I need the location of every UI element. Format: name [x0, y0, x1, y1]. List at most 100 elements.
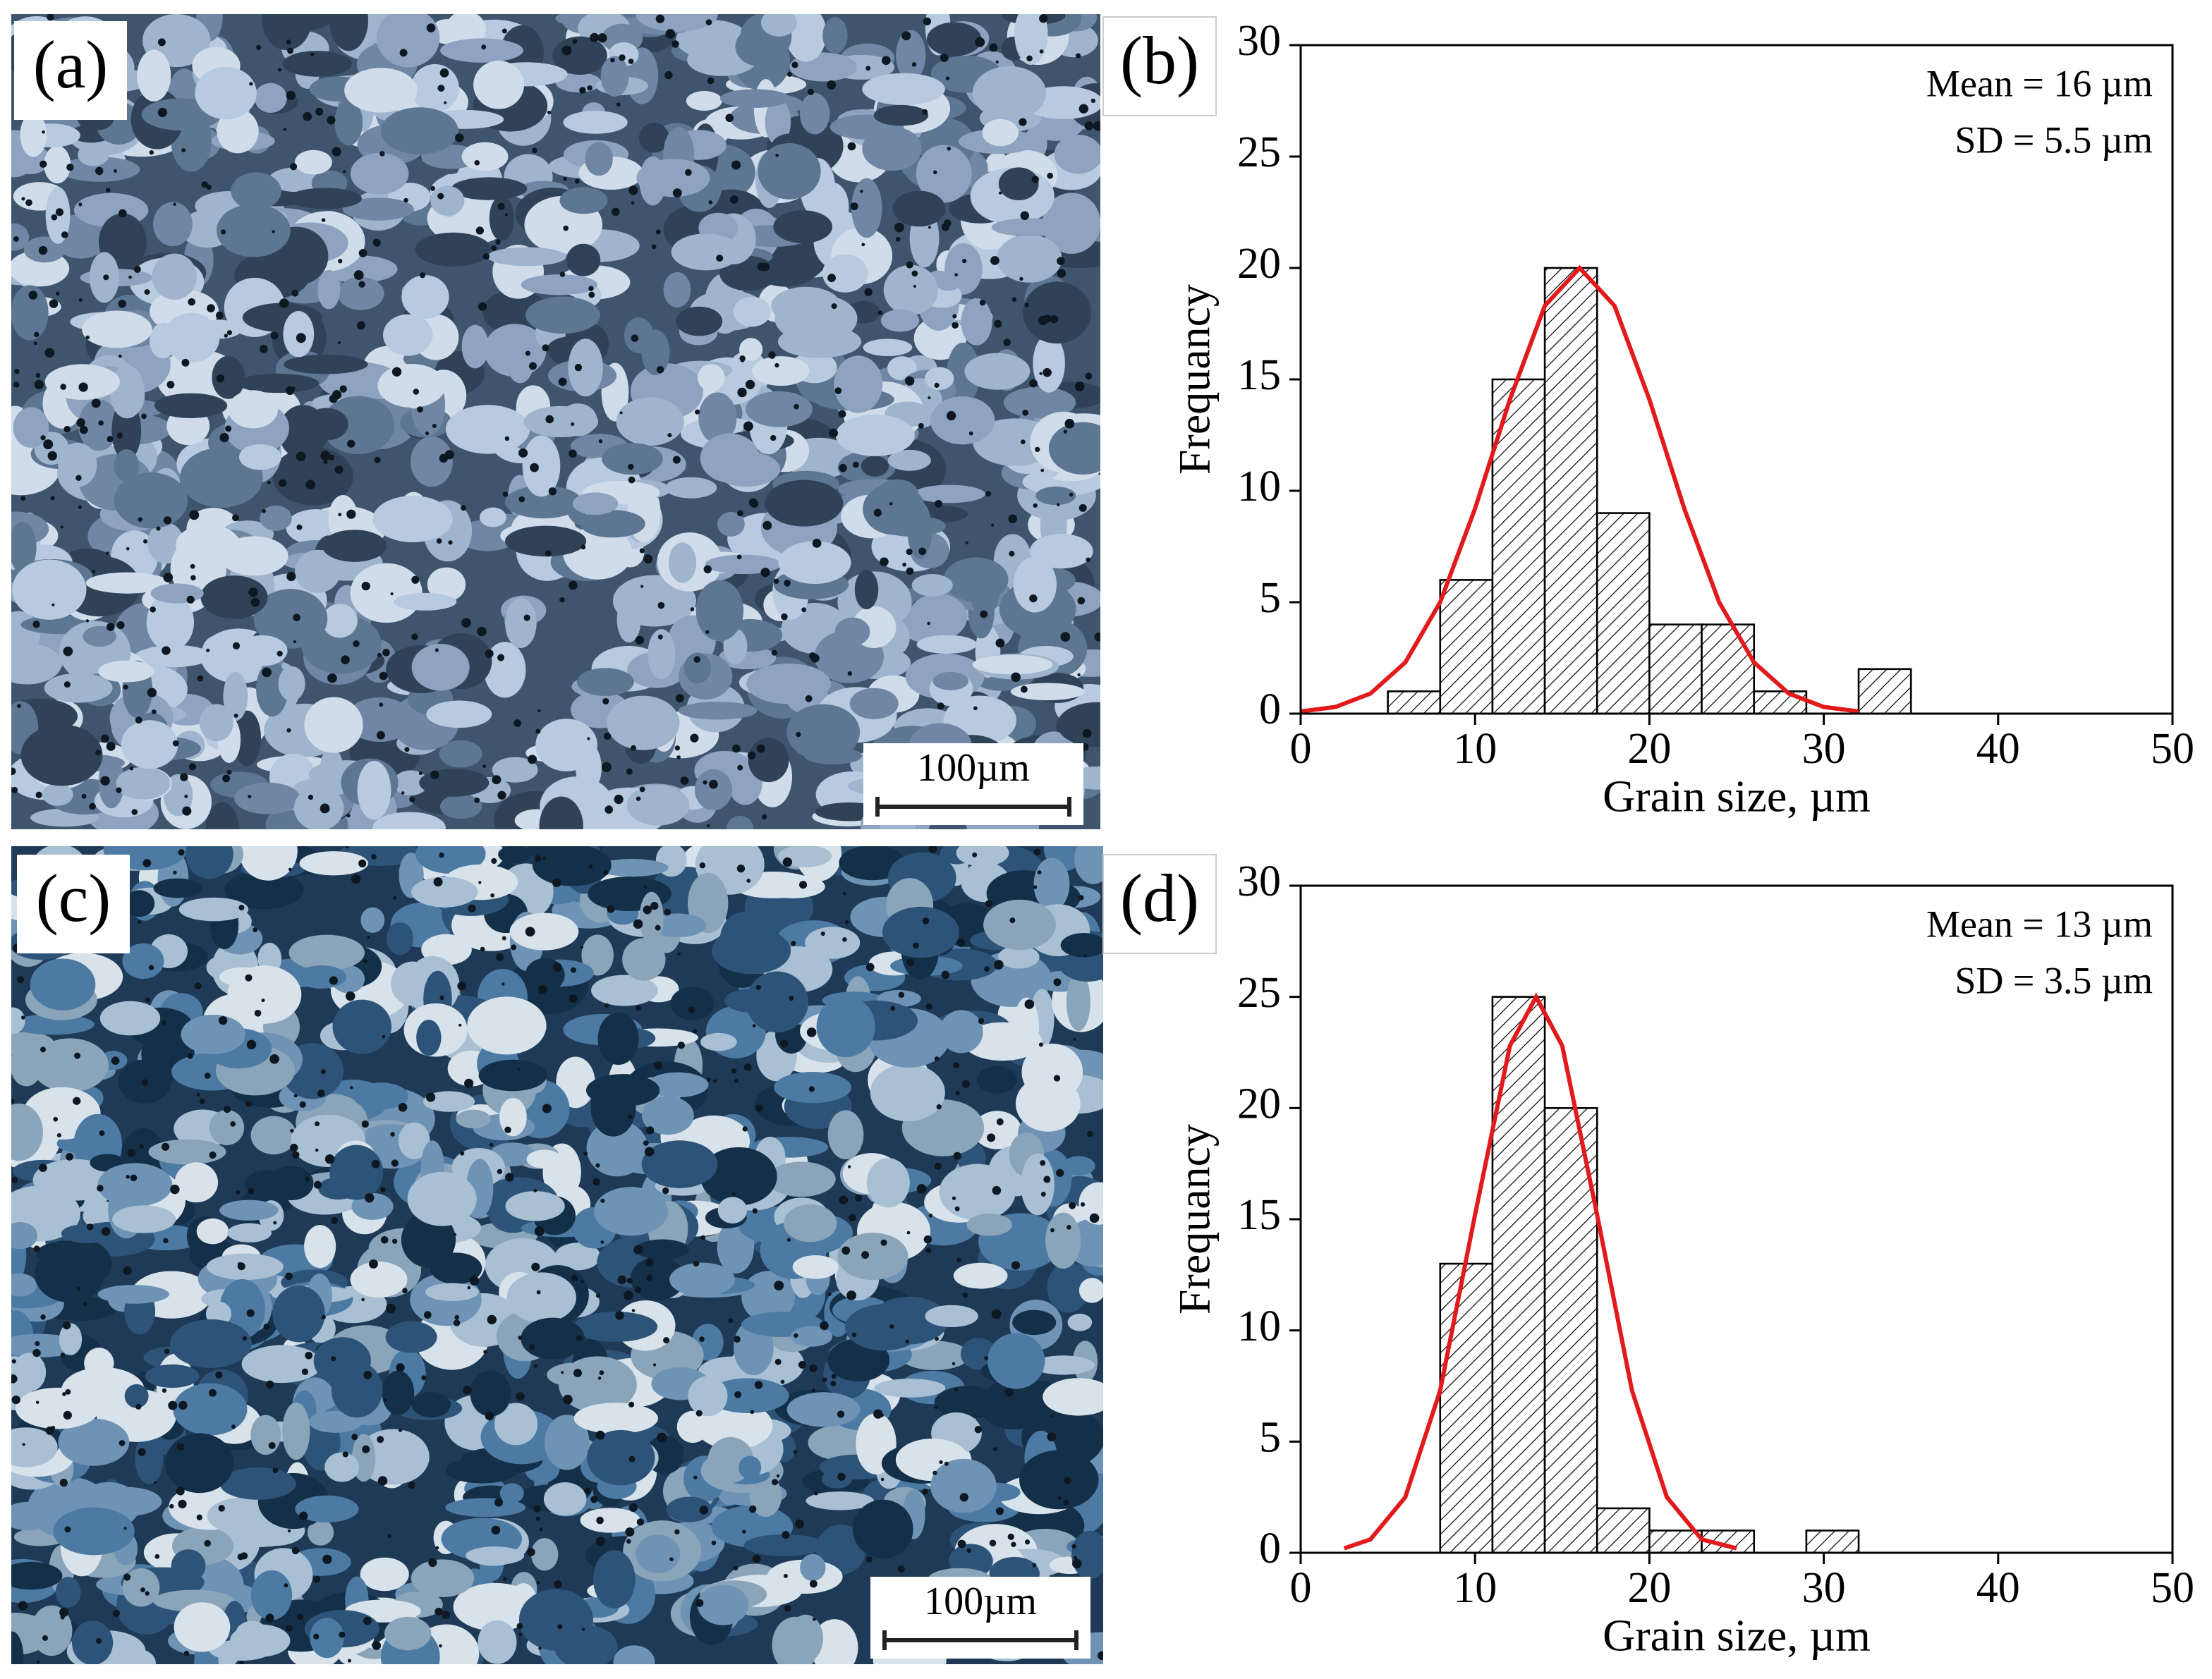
pore [157, 107, 167, 118]
pore [123, 1573, 131, 1581]
grain [393, 770, 429, 796]
grain [380, 107, 458, 154]
pore [143, 539, 148, 544]
pore [1069, 1202, 1076, 1209]
grain [34, 1245, 104, 1302]
pore [667, 433, 672, 438]
pore [973, 706, 978, 711]
grain [411, 877, 478, 908]
pore [497, 1168, 503, 1175]
pore [852, 461, 859, 468]
pore [502, 492, 509, 497]
bar [1701, 1530, 1756, 1554]
pore [995, 60, 999, 63]
grain [170, 1319, 252, 1368]
pore [284, 1583, 288, 1588]
x-tick-label: 40 [1976, 725, 2020, 773]
pore [263, 1324, 270, 1331]
pore [63, 646, 73, 657]
pore [794, 1333, 798, 1338]
pore [1029, 379, 1038, 388]
pore [962, 1292, 968, 1298]
grain [563, 111, 628, 134]
pore [254, 1009, 262, 1017]
pore [631, 334, 639, 342]
pore [860, 190, 863, 193]
pore [250, 597, 260, 607]
grain [505, 1191, 565, 1221]
pore [1074, 381, 1085, 391]
pore [490, 245, 497, 251]
pore [645, 1258, 654, 1267]
pore [953, 1062, 960, 1068]
grain [97, 1163, 173, 1207]
pore [346, 813, 351, 818]
pore [119, 209, 127, 218]
grain [932, 671, 969, 690]
pore [237, 1262, 245, 1271]
pore [731, 1068, 737, 1074]
grain [150, 583, 204, 604]
pore [517, 1068, 521, 1071]
grain [423, 1091, 475, 1112]
grain [231, 172, 281, 210]
y-tick-label: 30 [1237, 17, 1281, 65]
grain [195, 319, 242, 339]
grain [146, 593, 195, 652]
pore [1009, 551, 1015, 557]
pore [928, 226, 931, 229]
grain [114, 449, 139, 482]
pore [163, 573, 174, 582]
grain [837, 1233, 909, 1281]
grain [322, 396, 395, 455]
pore [901, 31, 911, 41]
pore [531, 1262, 540, 1271]
pore [14, 368, 20, 374]
grain [307, 1519, 334, 1546]
grain [260, 505, 292, 531]
pore [736, 554, 742, 560]
pore [1011, 1541, 1016, 1548]
grain [350, 1262, 408, 1298]
grain [357, 760, 391, 820]
grain [416, 1019, 442, 1056]
panel-label: (d) [1120, 860, 1199, 936]
grain [733, 296, 771, 327]
pore [525, 927, 535, 937]
grain [786, 1392, 861, 1427]
pore [707, 1077, 711, 1082]
annotation: SD = 5.5 µm [1955, 118, 2153, 161]
grain [808, 1424, 873, 1460]
pore [553, 963, 562, 972]
pore [314, 1180, 322, 1189]
pore [677, 1042, 685, 1049]
grain [145, 1364, 200, 1388]
pore [528, 1344, 535, 1351]
pore [995, 638, 1005, 648]
pore [829, 428, 838, 438]
pore [292, 1151, 300, 1159]
pore [1094, 632, 1100, 642]
pore [956, 1257, 961, 1262]
pore [588, 864, 593, 869]
pore [11, 1374, 18, 1384]
pore [1056, 1168, 1064, 1177]
pore [922, 1488, 928, 1495]
grain [666, 1496, 712, 1522]
grain [580, 510, 645, 538]
grain [121, 720, 178, 769]
pore [290, 1143, 298, 1152]
grain [518, 1589, 593, 1651]
pore [922, 917, 930, 924]
pore [979, 299, 986, 306]
pore [34, 379, 44, 390]
micrographs [11, 14, 1103, 1664]
pore [530, 463, 539, 472]
x-tick-label: 0 [1290, 725, 1312, 773]
pore [534, 855, 542, 862]
grain [806, 1491, 874, 1510]
grain [694, 769, 733, 811]
pore [194, 982, 202, 990]
grain [870, 1296, 949, 1345]
pore [56, 291, 60, 295]
